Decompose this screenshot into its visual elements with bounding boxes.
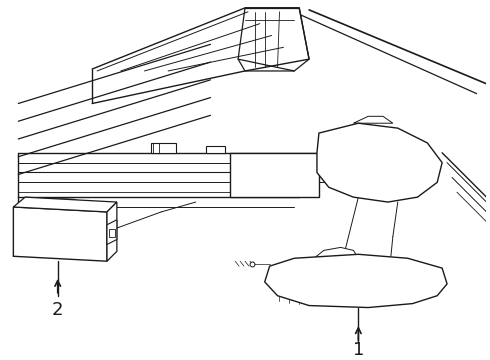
- Polygon shape: [107, 202, 117, 261]
- Polygon shape: [314, 247, 358, 258]
- Text: 2: 2: [52, 301, 64, 319]
- Polygon shape: [206, 146, 225, 153]
- Polygon shape: [238, 8, 309, 71]
- Text: 1: 1: [353, 341, 364, 359]
- Polygon shape: [317, 123, 442, 202]
- Polygon shape: [107, 220, 117, 244]
- Polygon shape: [265, 254, 447, 307]
- Polygon shape: [151, 143, 176, 153]
- Polygon shape: [13, 207, 107, 261]
- Polygon shape: [353, 116, 393, 123]
- Polygon shape: [230, 153, 319, 197]
- Polygon shape: [13, 197, 117, 212]
- Polygon shape: [109, 229, 115, 237]
